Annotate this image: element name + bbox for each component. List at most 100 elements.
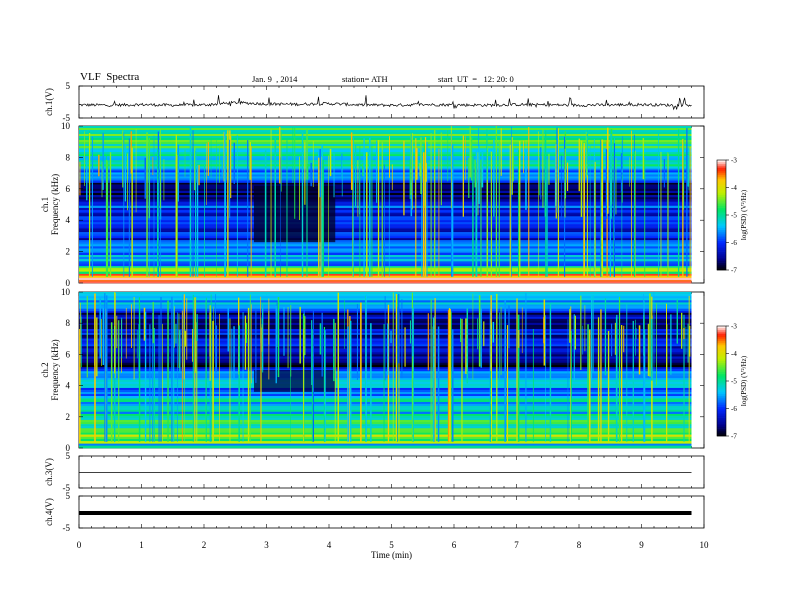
y-tick-label: 10 [61, 121, 71, 131]
spectrogram-band [79, 398, 692, 401]
spectrogram-band [79, 396, 692, 399]
spectrogram-band [79, 214, 692, 217]
spectrogram-band [79, 201, 692, 204]
spectrogram-band [79, 415, 692, 419]
spectrogram-band [79, 127, 692, 131]
colorbar-label: log(PSD) (V²/Hz) [740, 355, 748, 406]
spectrogram-band [79, 385, 692, 389]
colorbar-cell [717, 412, 726, 415]
colorbar-cell [717, 226, 726, 229]
spectrogram-band [79, 443, 692, 446]
colorbar-cell [717, 237, 726, 240]
colorbar-cell [717, 384, 726, 387]
spectrogram-band [79, 267, 692, 270]
spectrogram-band [79, 133, 692, 137]
y-tick-label: -5 [63, 523, 71, 533]
spectrogram-band [79, 259, 692, 262]
colorbar-cell [717, 259, 726, 262]
colorbar-cell [717, 359, 726, 362]
colorbar-cell [717, 160, 726, 163]
colorbar-cell [717, 370, 726, 373]
station-label: station= ATH [342, 74, 388, 84]
spectrogram-band [79, 205, 692, 209]
colorbar-cell [717, 191, 726, 194]
colorbar-cell [717, 187, 726, 190]
colorbar-cell [717, 211, 726, 214]
panel-frame [78, 455, 705, 489]
colorbar-cell [717, 386, 726, 389]
spectrogram-band [79, 210, 692, 213]
spectrogram-band [79, 419, 692, 423]
colorbar-cell [717, 423, 726, 426]
spectrogram-band [79, 432, 692, 435]
spectrogram-band [79, 141, 692, 145]
colorbar-cell [717, 196, 726, 199]
x-tick-label: 2 [202, 540, 207, 550]
colorbar-cell [717, 399, 726, 402]
colorbar-cell [717, 357, 726, 360]
quiet-region [254, 370, 336, 392]
spectrogram-band [79, 441, 692, 444]
spectrogram-band [79, 176, 692, 179]
colorbar-cell [717, 189, 726, 192]
x-tick-label: 10 [700, 540, 710, 550]
colorbar-cell [717, 428, 726, 431]
spectrogram-band [79, 226, 692, 229]
start-time-label: start UT = 12: 20: 0 [438, 74, 514, 84]
colorbar-cell [717, 224, 726, 227]
spectrogram-band [79, 246, 692, 249]
spectrogram-band [79, 178, 692, 181]
colorbar-cell [717, 381, 726, 384]
chart-title: VLF Spectra [80, 71, 140, 83]
y-axis-label: ch.3(V) [44, 458, 54, 486]
colorbar-cell [717, 231, 726, 234]
y-axis-label: Frequency (kHz) [50, 339, 60, 400]
spectrogram-band [79, 126, 692, 129]
y-tick-label: 8 [66, 318, 71, 328]
colorbar-cell [717, 403, 726, 406]
spectrogram-band [79, 207, 692, 211]
y-tick-label: 2 [66, 412, 71, 422]
colorbar-cell [717, 240, 726, 243]
colorbar-cell [717, 227, 726, 230]
colorbar-cell [717, 178, 726, 181]
spectrogram-band [79, 383, 692, 387]
spectrogram-band [79, 154, 692, 157]
colorbar-cell [717, 393, 726, 396]
colorbar-cell [717, 185, 726, 188]
spectrogram-band [79, 271, 692, 274]
x-axis-label: Time (min) [371, 550, 412, 560]
colorbar-cell [717, 355, 726, 358]
colorbar-cell [717, 340, 726, 343]
y-axis-label: ch.2 [40, 362, 50, 377]
colorbar-cell [717, 193, 726, 196]
colorbar-cell [717, 406, 726, 409]
spectrogram-ch1-spectrogram [79, 126, 692, 284]
y-tick-label: 4 [66, 381, 71, 391]
colorbar-tick-label: -4 [731, 350, 737, 358]
spectrogram-band [79, 224, 692, 227]
colorbar-cell [717, 172, 726, 175]
spectrogram-band [79, 281, 692, 284]
spectrogram-band [79, 145, 692, 149]
spectrogram-band [79, 256, 692, 260]
spectrogram-band [79, 170, 692, 173]
colorbar-tick-label: -3 [731, 157, 737, 165]
x-tick-label: 0 [77, 540, 82, 550]
y-tick-label: 4 [66, 215, 71, 225]
spectrogram-band [79, 269, 692, 272]
spectrogram-band [79, 164, 692, 167]
spectrogram-band [79, 445, 692, 449]
colorbar-cell [717, 182, 726, 185]
x-tick-label: 1 [139, 540, 144, 550]
colorbar-cell [717, 368, 726, 371]
spectrogram-band [79, 184, 692, 188]
spectrogram-band [79, 195, 692, 198]
colorbar-cell [717, 242, 726, 245]
colorbar-cell [717, 335, 726, 338]
colorbar-cell [717, 205, 726, 208]
colorbar-cell [717, 229, 726, 232]
spectrogram-band [79, 254, 692, 258]
spectrogram-band [79, 434, 692, 438]
